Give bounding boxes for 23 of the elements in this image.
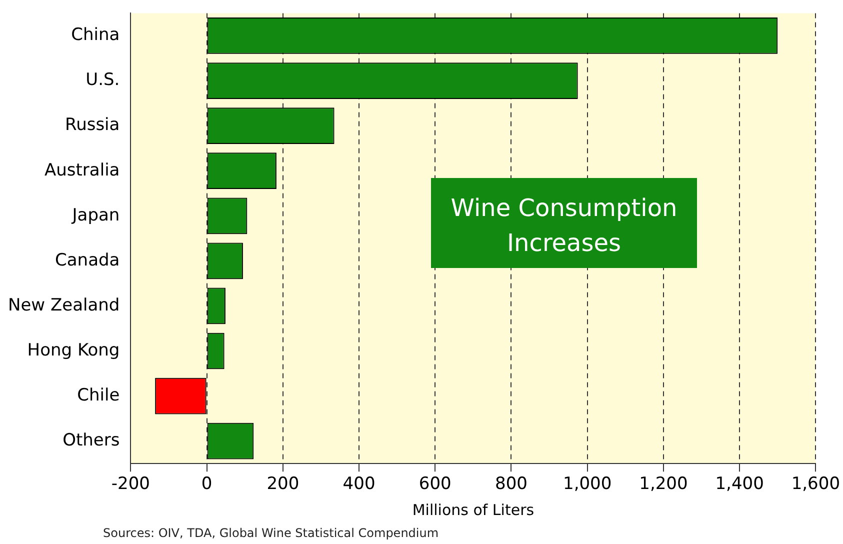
y-tick-label: Canada bbox=[55, 250, 120, 270]
x-tick-label: -200 bbox=[111, 474, 150, 494]
x-tick-label: 600 bbox=[418, 474, 452, 494]
y-tick-label: Chile bbox=[77, 385, 120, 406]
x-axis-title: Millions of Liters bbox=[412, 500, 534, 519]
x-tick-label: 800 bbox=[495, 474, 528, 494]
annotation: Wine Consumption Increases bbox=[450, 194, 678, 258]
y-tick-label: Hong Kong bbox=[27, 340, 120, 360]
x-tick-label: 1,600 bbox=[791, 474, 840, 494]
y-tick-label: Australia bbox=[44, 160, 120, 180]
y-tick-label: New Zealand bbox=[8, 295, 120, 316]
source-note: Sources: OIV, TDA, Global Wine Statistical Compendium bbox=[103, 526, 439, 540]
x-tick-label: 400 bbox=[342, 474, 376, 494]
y-tick-label: U.S. bbox=[86, 70, 120, 90]
y-tick-label: Others bbox=[62, 430, 120, 450]
x-tick-label: 1,000 bbox=[563, 474, 612, 494]
x-tick-label: 1,200 bbox=[639, 474, 688, 494]
y-tick-label: China bbox=[71, 25, 120, 46]
x-tick-label: 200 bbox=[266, 474, 300, 494]
y-tick-label: Japan bbox=[71, 205, 120, 226]
x-tick-label: 0 bbox=[201, 474, 212, 494]
x-tick-label: 1,400 bbox=[715, 474, 764, 494]
y-tick-label: Russia bbox=[65, 115, 120, 136]
